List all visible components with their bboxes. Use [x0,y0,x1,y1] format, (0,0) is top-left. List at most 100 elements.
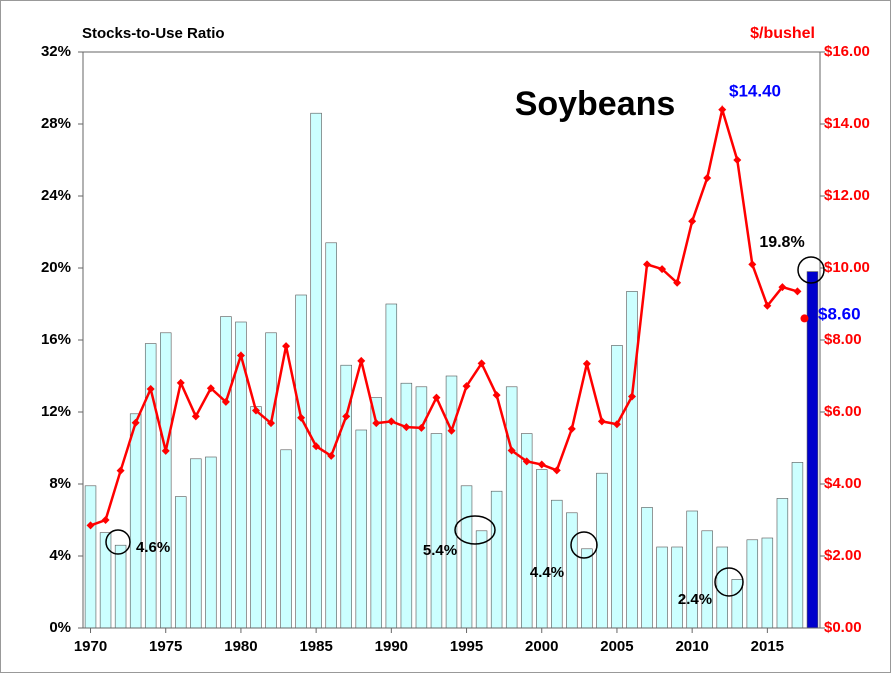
price-marker [612,420,621,429]
x-tick-label: 2000 [525,638,558,655]
price-point [800,314,809,323]
price-marker [191,412,200,421]
annotation-circle [454,515,496,545]
price-marker [582,359,591,368]
bar [295,294,307,629]
price-marker [748,260,757,269]
bar [445,375,458,629]
bar [99,532,112,629]
price-marker [643,260,652,269]
y2-tick-label: $8.00 [824,331,862,348]
bar [686,510,698,629]
price-marker [703,174,712,182]
bar [129,413,142,629]
x-tick-label: 1995 [450,638,483,655]
bar [190,458,202,629]
x-tick-label: 1985 [299,638,332,655]
x-tick-label: 2005 [600,638,633,655]
price-marker [793,287,802,296]
y2-tick-label: $12.00 [824,187,870,204]
price-marker [282,342,291,351]
bar [716,546,728,629]
price-marker [507,446,516,455]
y-tick-label: 20% [41,259,71,276]
annotation: 4.4% [530,564,564,581]
price-marker [688,217,697,226]
price-marker [552,466,561,475]
bar [505,386,518,629]
bar [776,498,789,629]
price-marker [206,384,215,393]
bar [220,316,232,629]
price-marker [267,419,276,428]
bar [656,546,668,629]
price-marker [447,426,456,435]
bar [160,332,172,629]
bar [641,507,653,629]
bar [806,271,819,629]
price-marker [327,451,336,460]
price-marker [176,378,185,387]
x-tick-label: 1970 [74,638,107,655]
annotation-circle [105,529,131,555]
annotation: 5.4% [423,542,457,559]
y2-tick-label: $2.00 [824,547,862,564]
bar [490,490,503,629]
price-marker [387,417,396,426]
price-marker [658,265,667,274]
bar [114,544,127,629]
x-tick-label: 1975 [149,638,182,655]
bar [385,303,398,629]
y2-tick-label: $0.00 [824,619,862,636]
y-axis-label: Stocks-to-Use Ratio [82,25,225,42]
y2-tick-label: $14.00 [824,115,870,132]
annotation: 4.6% [136,539,170,556]
y2-tick-label: $10.00 [824,259,870,276]
bar [611,345,623,629]
x-tick-label: 2010 [675,638,708,655]
bar [310,112,322,629]
price-marker [763,301,772,310]
bar [355,429,367,629]
price-marker [567,424,576,433]
annotation: 19.8% [759,234,804,251]
price-marker [492,391,501,400]
y-tick-label: 32% [41,43,71,60]
price-marker [537,460,546,469]
price-marker [116,466,125,475]
bar [731,579,743,629]
y2-axis-label: $/bushel [750,25,815,42]
price-marker [778,283,787,292]
bar [791,462,804,629]
bar [671,546,683,629]
price-marker [432,393,441,402]
bar [701,530,713,629]
price-marker [477,359,486,368]
price-marker [597,417,606,426]
bar [596,472,608,629]
price-marker [236,351,245,360]
price-marker [673,278,682,287]
annotation: 2.4% [678,591,712,608]
bar [761,537,774,629]
price-line [90,104,798,527]
bar [400,382,413,629]
y-tick-label: 0% [49,619,71,636]
x-tick-label: 2015 [751,638,784,655]
annotation-circle [570,531,598,559]
bar [250,406,262,629]
chart-title: Soybeans [515,85,676,123]
y-tick-label: 24% [41,187,71,204]
annotation: $14.40 [729,81,781,100]
annotation: $8.60 [818,304,861,323]
price-marker [251,406,260,415]
price-marker [312,442,321,451]
annotation-circle [714,567,744,597]
bar [475,530,488,629]
price-marker [221,397,230,406]
y-tick-label: 4% [49,547,71,564]
bar [536,469,548,629]
bar [205,456,217,629]
bar [370,397,383,629]
